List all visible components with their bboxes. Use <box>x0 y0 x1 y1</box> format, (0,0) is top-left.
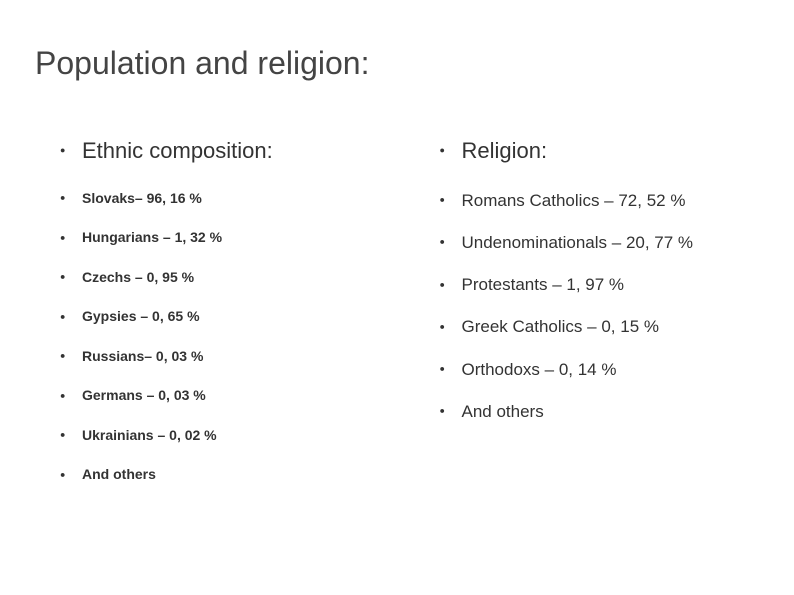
list-item: Gypsies – 0, 65 % <box>60 308 380 326</box>
list-item: Slovaks– 96, 16 % <box>60 190 380 208</box>
ethnic-header: Ethnic composition: <box>60 137 380 166</box>
page-title: Population and religion: <box>35 45 759 82</box>
list-item: And others <box>440 401 760 422</box>
list-item: Romans Catholics – 72, 52 % <box>440 190 760 211</box>
list-item: Czechs – 0, 95 % <box>60 269 380 287</box>
ethnic-list: Ethnic composition: Slovaks– 96, 16 % Hu… <box>60 137 380 484</box>
list-item: Greek Catholics – 0, 15 % <box>440 316 760 337</box>
columns-container: Ethnic composition: Slovaks– 96, 16 % Hu… <box>35 137 759 506</box>
list-item: Ukrainians – 0, 02 % <box>60 427 380 445</box>
list-item: Germans – 0, 03 % <box>60 387 380 405</box>
list-item: And others <box>60 466 380 484</box>
list-item: Orthodoxs – 0, 14 % <box>440 359 760 380</box>
religion-list: Religion: Romans Catholics – 72, 52 % Un… <box>440 137 760 422</box>
list-item: Undenominationals – 20, 77 % <box>440 232 760 253</box>
religion-header: Religion: <box>440 137 760 166</box>
ethnic-column: Ethnic composition: Slovaks– 96, 16 % Hu… <box>60 137 380 506</box>
list-item: Russians– 0, 03 % <box>60 348 380 366</box>
list-item: Hungarians – 1, 32 % <box>60 229 380 247</box>
list-item: Protestants – 1, 97 % <box>440 274 760 295</box>
religion-column: Religion: Romans Catholics – 72, 52 % Un… <box>440 137 760 506</box>
